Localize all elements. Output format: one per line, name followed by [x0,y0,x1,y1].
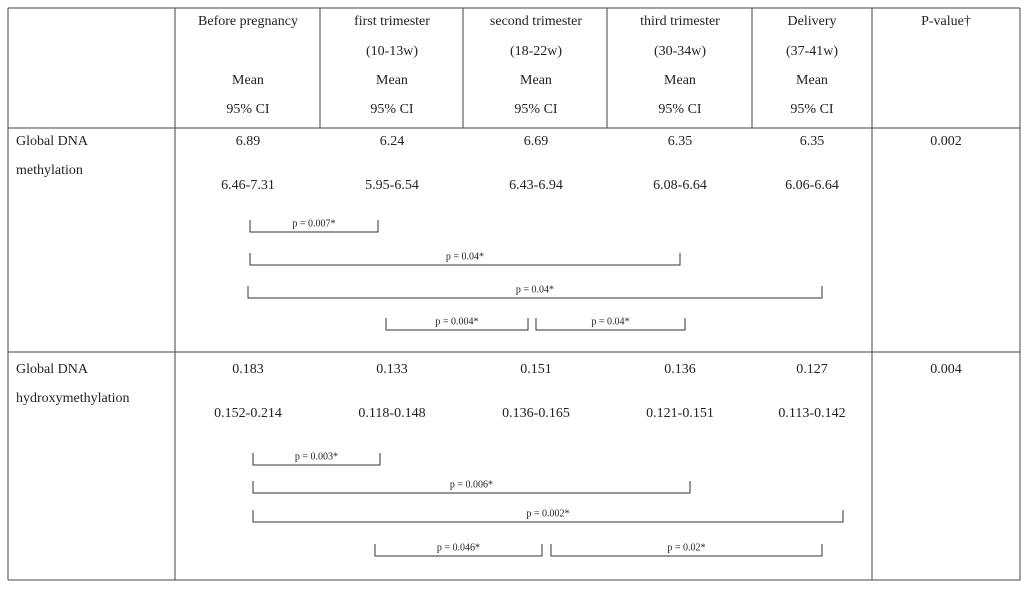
header-text: Mean [232,73,264,88]
mean: 0.133 [376,362,408,377]
ci: 6.06-6.64 [785,178,839,193]
header-text: Mean [520,73,552,88]
mean: 0.136 [664,362,696,377]
p-value: 0.002 [930,134,962,149]
comparison-label: p = 0.003* [295,451,338,462]
header-text: 95% CI [514,102,558,117]
header-text: second trimester [490,14,582,29]
comparison-bracket [252,481,691,494]
row-label: hydroxymethylation [16,391,130,406]
header-text: Mean [664,73,696,88]
comparison-label: p = 0.04* [591,316,629,327]
ci: 0.113-0.142 [778,406,845,421]
ci: 6.08-6.64 [653,178,707,193]
comparison-label: p = 0.04* [446,251,484,262]
mean: 0.183 [232,362,264,377]
header-text: (18-22w) [510,44,562,59]
comparison-label: p = 0.006* [450,479,493,490]
mean: 6.89 [236,134,261,149]
mean: 0.151 [520,362,552,377]
header-text: first trimester [354,14,430,29]
comparison-label: p = 0.046* [437,542,480,553]
comparison-bracket [550,544,823,557]
comparison-bracket [385,318,529,331]
header-text: (37-41w) [786,44,838,59]
comparison-bracket [374,544,543,557]
ci: 5.95-6.54 [365,178,419,193]
comparison-bracket [249,253,681,266]
comparison-label: p = 0.04* [516,284,554,295]
comparison-bracket [247,286,823,299]
ci: 0.136-0.165 [502,406,570,421]
comparison-bracket [252,453,381,466]
row-label: Global DNA [16,134,89,149]
header-text: (30-34w) [654,44,706,59]
ci: 6.43-6.94 [509,178,563,193]
header-text: Before pregnancy [198,14,298,29]
header-text: 95% CI [370,102,414,117]
mean: 0.127 [796,362,828,377]
comparison-label: p = 0.002* [526,508,569,519]
header-text: 95% CI [226,102,270,117]
ci: 6.46-7.31 [221,178,275,193]
ci: 0.152-0.214 [214,406,282,421]
header-text: Mean [376,73,408,88]
header-text: 95% CI [790,102,834,117]
header-text: Mean [796,73,828,88]
comparison-label: p = 0.004* [435,316,478,327]
comparison-bracket [535,318,686,331]
p-value: 0.004 [930,362,962,377]
comparison-label: p = 0.02* [667,542,705,553]
comparison-bracket [252,510,844,523]
mean: 6.24 [380,134,405,149]
header-text: third trimester [640,14,720,29]
grid [7,7,1021,581]
header-text: P-value† [921,14,971,29]
ci: 0.118-0.148 [358,406,425,421]
header-text: (10-13w) [366,44,418,59]
comparison-bracket [249,220,379,233]
row-label: Global DNA [16,362,89,377]
header-text: Delivery [788,14,837,29]
ci: 0.121-0.151 [646,406,714,421]
header-text: 95% CI [658,102,702,117]
mean: 6.69 [524,134,549,149]
row-label: methylation [16,163,83,178]
mean: 6.35 [668,134,693,149]
mean: 6.35 [800,134,825,149]
comparison-label: p = 0.007* [292,218,335,229]
